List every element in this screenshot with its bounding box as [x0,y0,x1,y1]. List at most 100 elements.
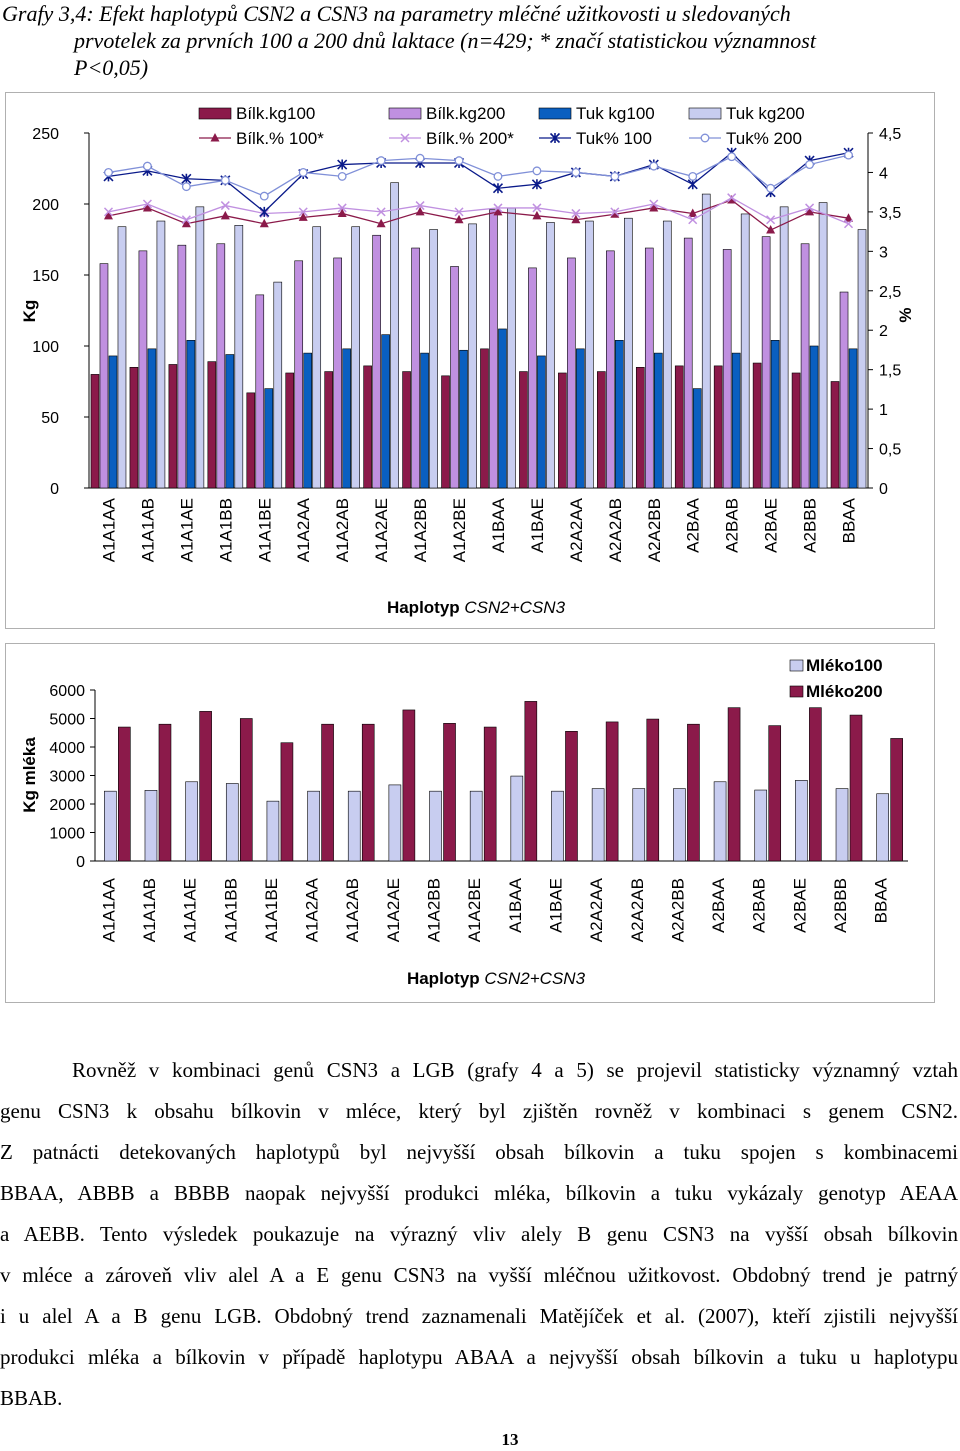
x-tick-label: A1A2AB [333,498,352,562]
legend-label: Tuk kg100 [576,104,655,123]
bar-blkkg100 [713,365,723,489]
bar-mléko100 [795,780,808,862]
point-marker [766,215,776,225]
point-marker [805,160,815,170]
bar-blkkg100 [324,371,333,489]
bar-tukkg200 [390,182,399,489]
bar-tukkg200 [624,217,633,489]
bar-blkkg200 [722,249,732,489]
x-axis-title: Haplotyp CSN2+CSN3 [387,598,566,617]
y-tick-label: 6000 [49,683,85,700]
bar-tukkg200 [312,226,322,489]
y2-tick-label: 1 [879,402,888,419]
point-marker [493,171,503,181]
bar-mléko100 [469,790,483,862]
bar-tukkg200 [701,193,711,489]
bar-tukkg200 [468,223,477,489]
bar-mléko100 [429,790,442,862]
bar-tukkg100 [848,348,858,489]
y2-tick-label: 4 [879,165,888,182]
bar-mléko100 [144,790,158,862]
legend-marker [210,133,220,142]
point-marker [376,156,386,166]
legend-label: Bílk.% 200* [426,129,514,148]
bar-blkkg200 [644,247,654,489]
bar-blkkg100 [207,361,217,489]
bar-mléko200 [727,707,741,862]
bar-tukkg200 [117,226,127,489]
y-tick-label: 250 [32,126,59,143]
x-tick-label: BBAA [872,877,891,923]
legend-label: Bílk.kg200 [426,104,505,123]
bar-blkkg100 [246,392,256,489]
bar-blkkg200 [800,243,810,489]
bar-mléko100 [673,788,686,862]
bar-blkkg200 [528,267,537,489]
bar-blkkg200 [294,260,304,489]
bar-mléko200 [768,725,782,862]
y-axis-title: Kg mléka [20,737,39,813]
point-marker [532,210,542,220]
point-marker [337,203,347,213]
x-axis-title: Haplotyp CSN2+CSN3 [407,969,586,988]
point-marker [649,199,659,209]
legend-label: Bílk.kg100 [236,104,315,123]
bar-blkkg200 [333,257,342,489]
bar-tukkg200 [273,281,283,489]
x-tick-label: A1A1AE [177,498,196,562]
y2-tick-label: 3,5 [879,205,901,222]
bar-blkkg100 [830,381,840,489]
point-marker [103,207,114,217]
x-tick-label: A1A1BE [262,878,281,942]
point-marker [727,152,737,162]
y2-tick-label: 2 [879,323,888,340]
bar-blkkg100 [597,371,606,489]
bar-blkkg200 [761,236,771,489]
point-marker [376,218,386,228]
bar-tukkg100 [186,340,196,489]
bar-blkkg100 [402,371,411,489]
point-marker [493,203,503,213]
x-tick-label: A1A1AA [99,497,118,562]
line-tuk200 [108,154,849,197]
caption-line-2: prvotelek za prvních 100 a 200 dnů lakta… [74,28,816,53]
bar-blkkg200 [683,237,693,489]
point-marker [610,171,620,181]
bar-tukkg200 [818,202,828,489]
bar-tukkg200 [546,222,555,489]
bar-tukkg200 [351,226,360,489]
bar-tukkg200 [234,225,244,489]
point-marker [220,210,230,220]
point-marker [687,179,698,190]
y-tick-label: 50 [41,410,59,427]
bar-tukkg200 [195,206,205,489]
bar-blkkg200 [839,291,849,489]
bar-tukkg200 [429,229,438,489]
x-tick-label: A1BAE [546,878,565,933]
x-tick-label: A2A2AA [567,497,586,562]
legend-swatch [789,685,804,698]
point-marker [181,173,192,184]
bar-tukkg100 [498,328,507,489]
bar-tukkg200 [740,213,750,489]
bar-mléko200 [809,707,822,862]
chart-1-protein-fat: 0 50 100 150 200 250 0 0,5 1 1,5 2 2,5 3 3,5 4 4,5 Kg % A1… [20,104,915,617]
bar-blkkg200 [99,263,109,489]
bar-blkkg100 [441,375,450,489]
caption-line-3: P<0,05) [74,55,149,80]
x-tick-label: A1BAA [506,877,525,932]
legend-swatch [538,107,572,120]
bar-tukkg100 [147,348,157,489]
point-marker [298,167,308,177]
paragraph-line: BBAB. [0,1386,63,1410]
bar-tukkg100 [576,348,585,489]
bar-mléko100 [510,775,524,862]
point-marker [454,207,464,217]
point-marker [103,210,113,220]
x-tick-label: A2BAE [762,498,781,553]
point-marker [259,191,269,201]
x-tick-label: A1A2AB [343,878,362,942]
legend-swatch [198,107,232,120]
x-tick-label: A1A2AA [294,497,313,562]
bar-blkkg100 [791,372,801,489]
